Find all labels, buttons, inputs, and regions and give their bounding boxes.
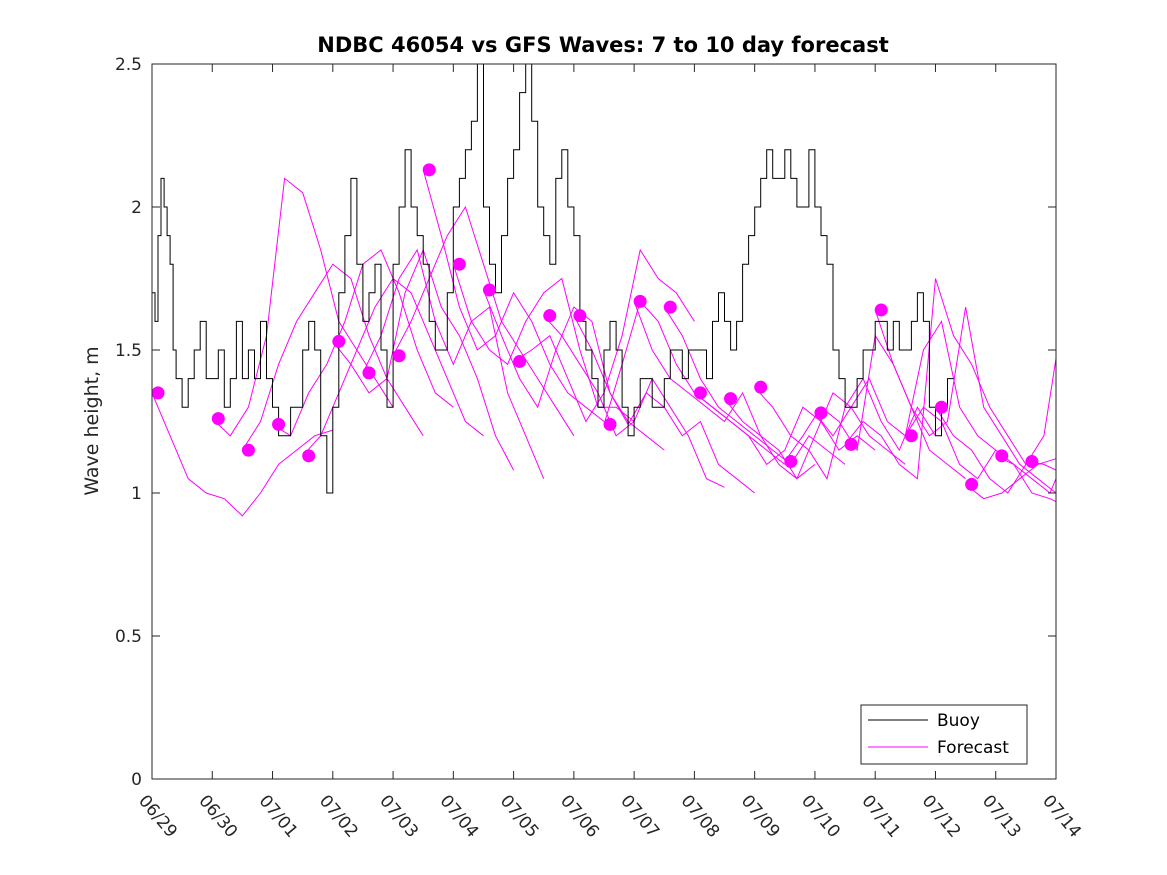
forecast-marker <box>633 294 647 308</box>
forecast-marker <box>332 334 346 348</box>
x-tick-label: 07/03 <box>375 791 422 841</box>
forecast-marker <box>965 477 979 491</box>
forecast-series-line <box>151 392 333 517</box>
forecast-markers <box>151 163 1039 491</box>
y-tick-label: 0.5 <box>115 627 142 647</box>
forecast-marker <box>904 429 918 443</box>
x-tick-label: 07/10 <box>797 791 844 841</box>
y-axis-ticks: 0 0.5 1 1.5 2 2.5 <box>115 55 1056 790</box>
forecast-marker <box>452 257 466 271</box>
forecast-marker <box>603 417 617 431</box>
forecast-marker <box>844 437 858 451</box>
forecast-series-line <box>633 301 816 480</box>
forecast-marker <box>482 283 496 297</box>
x-tick-label: 07/14 <box>1038 791 1085 841</box>
forecast-marker <box>362 366 376 380</box>
forecast-marker <box>302 449 316 463</box>
y-tick-label: 2 <box>131 198 142 218</box>
legend-box <box>860 704 1028 765</box>
forecast-marker <box>693 386 707 400</box>
x-tick-label: 07/12 <box>918 791 965 841</box>
forecast-marker <box>663 300 677 314</box>
legend-buoy-label: Buoy <box>937 711 980 731</box>
y-axis-label: Wave height, m <box>81 346 103 495</box>
x-tick-label: 07/04 <box>436 791 483 841</box>
forecast-marker <box>272 417 286 431</box>
forecast-series-line <box>935 358 1057 494</box>
forecast-marker <box>392 349 406 363</box>
forecast-marker <box>543 309 557 323</box>
legend-forecast-label: Forecast <box>937 738 1009 758</box>
forecast-marker <box>211 412 225 426</box>
forecast-marker <box>513 354 527 368</box>
forecast-marker <box>573 309 587 323</box>
y-tick-label: 0 <box>131 770 142 790</box>
x-tick-label: 06/30 <box>194 791 241 841</box>
x-tick-label: 06/29 <box>134 791 181 841</box>
forecast-marker <box>934 400 948 414</box>
forecast-marker <box>151 386 165 400</box>
forecast-marker <box>995 449 1009 463</box>
x-tick-label: 07/11 <box>857 791 904 841</box>
forecast-marker <box>814 406 828 420</box>
forecast-series-line <box>211 177 394 437</box>
x-tick-label: 07/06 <box>556 791 603 841</box>
forecast-marker <box>1025 455 1039 469</box>
forecast-marker <box>724 392 738 406</box>
y-tick-label: 1.5 <box>115 341 142 361</box>
x-tick-label: 07/08 <box>677 791 724 841</box>
forecast-marker <box>422 163 436 177</box>
x-tick-label: 07/09 <box>737 791 784 841</box>
x-tick-label: 07/07 <box>616 791 663 841</box>
x-tick-label: 07/02 <box>315 791 362 841</box>
forecast-marker <box>874 303 888 317</box>
forecast-series-line <box>995 455 1057 494</box>
x-tick-label: 07/05 <box>496 791 543 841</box>
forecast-series-line <box>663 306 846 466</box>
plot-frame <box>151 63 1057 780</box>
forecast-series-line <box>724 392 906 480</box>
x-tick-label: 07/01 <box>255 791 302 841</box>
forecast-series-line <box>874 307 1057 494</box>
x-tick-label: 07/13 <box>978 791 1025 841</box>
forecast-marker <box>241 443 255 457</box>
forecast-marker <box>754 380 768 394</box>
chart-title: NDBC 46054 vs GFS Waves: 7 to 10 day for… <box>317 33 888 57</box>
y-tick-label: 1 <box>131 484 142 504</box>
forecast-series-line <box>844 278 1027 480</box>
forecast-marker <box>784 455 798 469</box>
forecast-series-line <box>904 406 1057 503</box>
y-tick-label: 2.5 <box>115 55 142 75</box>
legend: Buoy Forecast <box>860 704 1028 765</box>
